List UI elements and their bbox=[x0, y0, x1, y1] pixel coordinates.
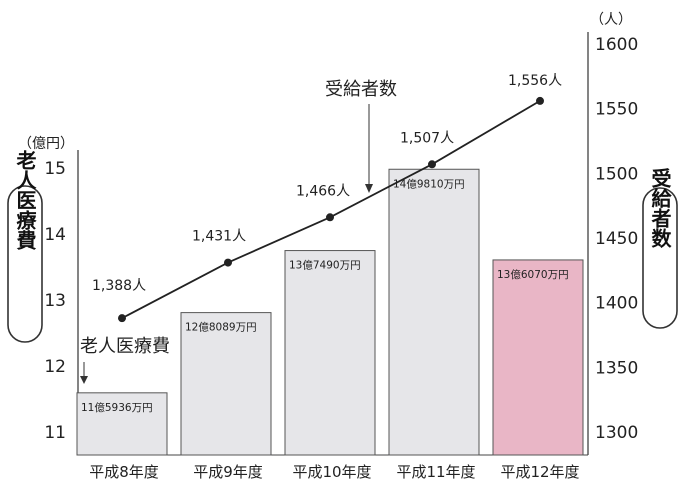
bar bbox=[180, 312, 272, 456]
line-point bbox=[536, 96, 544, 105]
bar bbox=[284, 250, 376, 456]
right-tick-label: 1450 bbox=[595, 229, 638, 249]
left-tick-label: 11 bbox=[44, 423, 66, 443]
right-axis-unit: （人） bbox=[590, 12, 632, 28]
right-axis-title: 受給者数 bbox=[648, 167, 672, 249]
bar-callout-text: 老人医療費 bbox=[80, 336, 170, 357]
line-point bbox=[224, 258, 232, 267]
bars: 11億5936万円 12億8089万円 13億7490万円 14億9810万円 13億6… bbox=[76, 168, 584, 456]
line-value-label: 1,556人 bbox=[508, 73, 562, 89]
bar-value-label: 13億7490万円 bbox=[289, 259, 361, 272]
category-label: 平成12年度 bbox=[500, 463, 579, 481]
line-callout: 受給者数 bbox=[325, 79, 397, 193]
line-value-label: 1,388人 bbox=[92, 278, 146, 294]
bar bbox=[76, 392, 168, 456]
left-tick-label: 15 bbox=[44, 159, 66, 179]
right-tick-label: 1400 bbox=[595, 294, 638, 314]
line-callout-arrowhead bbox=[365, 184, 373, 193]
line-callout-text: 受給者数 bbox=[325, 79, 397, 100]
bar-value-label: 11億5936万円 bbox=[81, 401, 153, 414]
line-series: 1,388人 1,431人 1,466人 1,507人 1,556人 bbox=[92, 73, 562, 323]
line-value-label: 1,466人 bbox=[296, 183, 350, 199]
bar-value-label: 14億9810万円 bbox=[393, 177, 465, 190]
right-tick-labels: 1300 1350 1400 1450 1500 1550 1600 bbox=[595, 35, 638, 443]
bar-value-label: 13億6070万円 bbox=[497, 268, 569, 281]
category-label: 平成8年度 bbox=[89, 463, 159, 481]
left-axis-title-pill: 老人医療費 bbox=[7, 149, 43, 343]
category-label: 平成10年度 bbox=[292, 463, 371, 481]
right-tick-label: 1500 bbox=[595, 164, 638, 184]
line-point bbox=[118, 314, 126, 323]
right-tick-label: 1600 bbox=[595, 35, 638, 55]
bar-callout-arrowhead bbox=[80, 376, 88, 384]
bar-callout: 老人医療費 bbox=[80, 336, 170, 384]
right-tick-label: 1350 bbox=[595, 358, 638, 378]
left-tick-label: 12 bbox=[44, 357, 66, 377]
bar bbox=[492, 259, 584, 456]
left-tick-label: 14 bbox=[44, 225, 66, 245]
right-tick-label: 1300 bbox=[595, 423, 638, 443]
bar-value-label: 12億8089万円 bbox=[185, 321, 257, 334]
category-labels: 平成8年度 平成9年度 平成10年度 平成11年度 平成12年度 bbox=[89, 463, 579, 481]
category-label: 平成9年度 bbox=[193, 463, 263, 481]
category-label: 平成11年度 bbox=[396, 463, 475, 481]
bar bbox=[388, 168, 480, 456]
left-tick-label: 13 bbox=[44, 291, 66, 311]
left-tick-labels: 11 12 13 14 15 bbox=[44, 159, 66, 443]
line-point bbox=[326, 213, 334, 222]
line-value-label: 1,507人 bbox=[400, 130, 454, 146]
right-tick-label: 1550 bbox=[595, 100, 638, 120]
right-axis-title-pill: 受給者数 bbox=[642, 167, 678, 329]
line-point bbox=[428, 160, 436, 169]
left-axis-unit: （億円） bbox=[18, 136, 74, 152]
line-value-label: 1,431人 bbox=[192, 229, 246, 245]
left-axis-title: 老人医療費 bbox=[13, 149, 37, 251]
